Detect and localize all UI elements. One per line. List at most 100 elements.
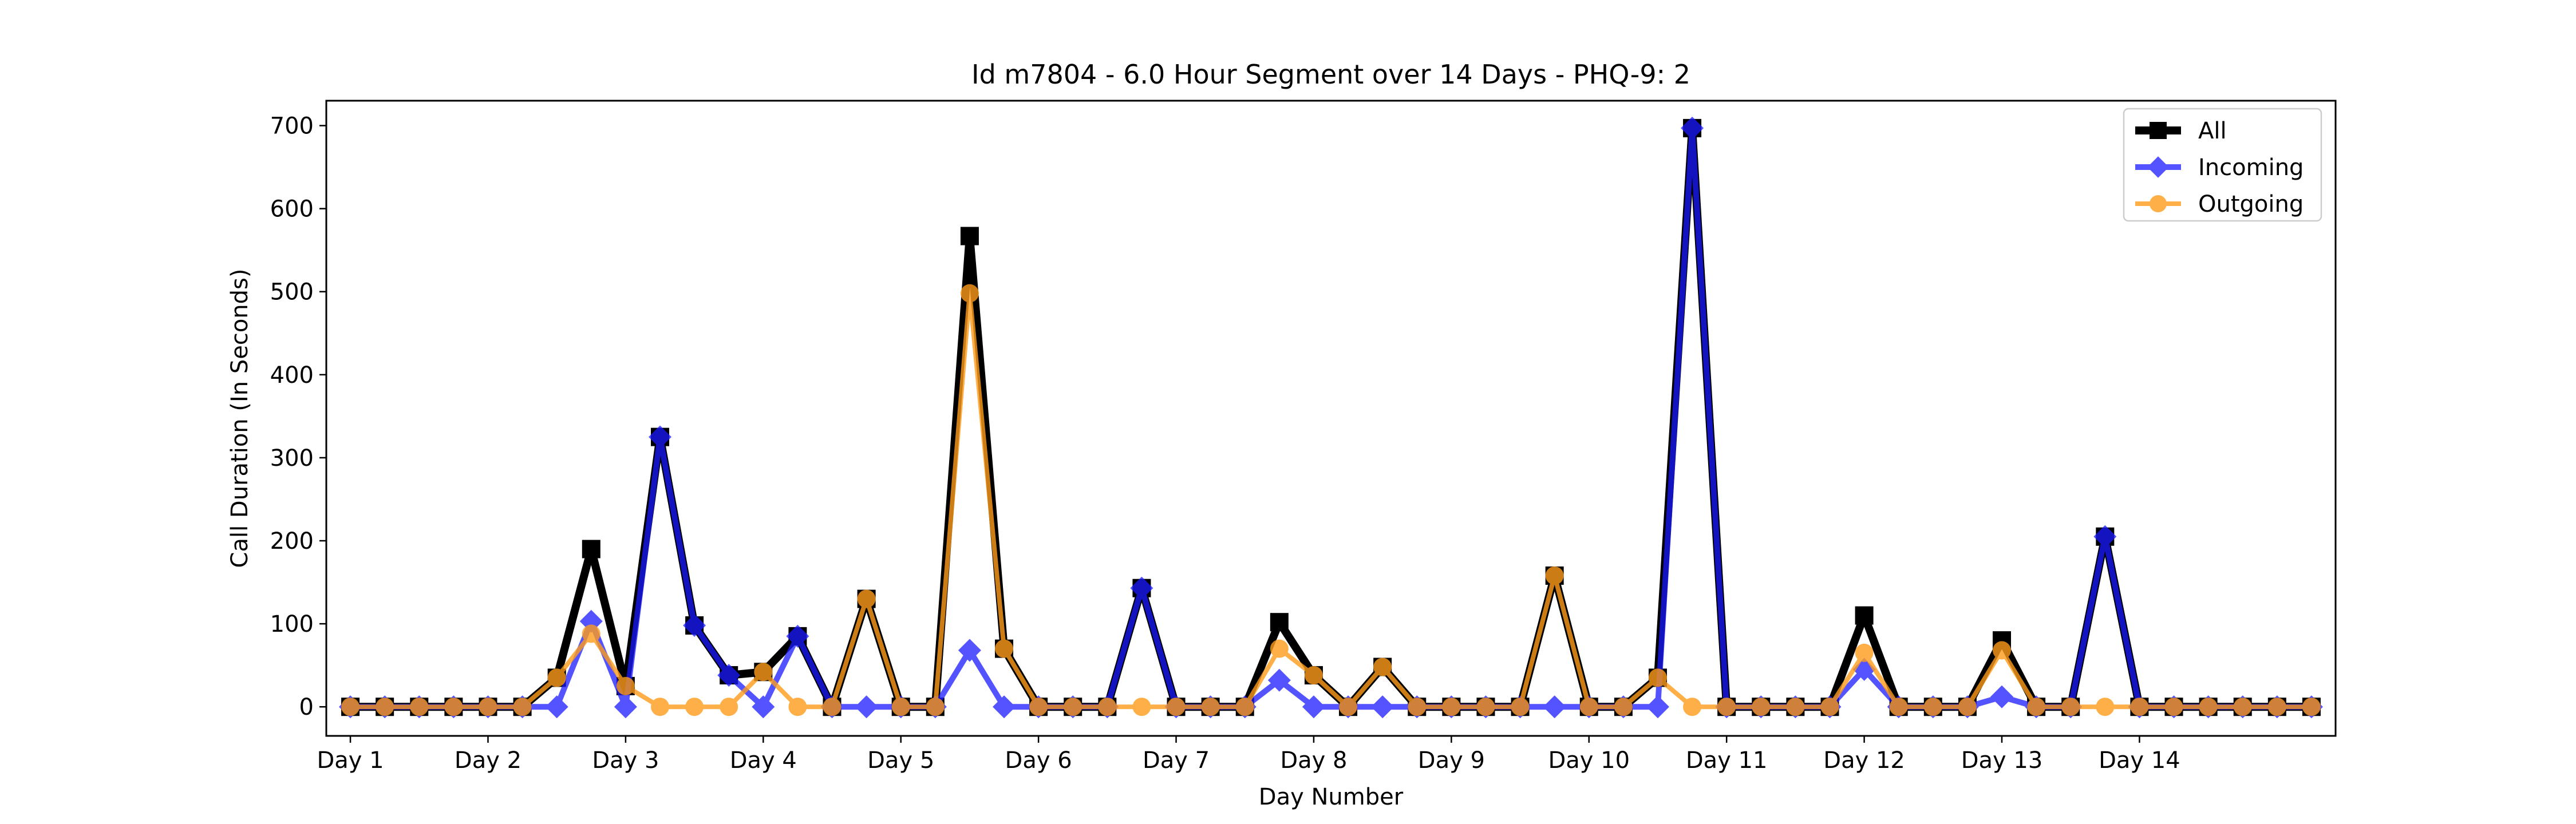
y-tick-label: 700: [270, 113, 314, 140]
outgoing-point: [1476, 698, 1495, 716]
x-tick-label: Day 7: [1143, 747, 1210, 774]
x-tick-label: Day 10: [1548, 747, 1630, 774]
outgoing-point: [2027, 698, 2046, 716]
outgoing-point: [926, 698, 945, 716]
y-tick-label: 600: [270, 196, 314, 223]
outgoing-point: [1029, 698, 1048, 716]
outgoing-point: [2150, 195, 2167, 212]
outgoing-point: [513, 698, 532, 716]
incoming-point: [648, 425, 671, 449]
y-axis-label: Call Duration (In Seconds): [227, 269, 253, 568]
outgoing-point: [2130, 698, 2149, 716]
outgoing-point: [2164, 698, 2183, 716]
outgoing-point: [444, 698, 463, 716]
outgoing-point: [616, 676, 635, 695]
incoming-point: [2093, 525, 2117, 548]
outgoing-point: [685, 698, 704, 716]
outgoing-point: [1855, 643, 1874, 662]
incoming-point: [993, 695, 1016, 719]
outgoing-point: [1442, 698, 1461, 716]
incoming-point: [752, 695, 775, 719]
x-tick-label: Day 12: [1823, 747, 1905, 774]
legend-entry: [2135, 122, 2181, 139]
x-tick-label: Day 14: [2099, 747, 2180, 774]
incoming-point: [1543, 695, 1566, 719]
outgoing-point: [1339, 698, 1358, 716]
outgoing-point: [1579, 698, 1598, 716]
x-tick-label: Day 4: [730, 747, 797, 774]
incoming-point: [786, 624, 809, 648]
outgoing-point: [754, 663, 773, 682]
all-point: [582, 540, 600, 558]
outgoing-series: [341, 284, 2321, 716]
axes: Day 1 Day 2 Day 3 Day 4 Day 5 Day 6 Day 7 Day 8…: [270, 113, 2180, 774]
outgoing-point: [1683, 698, 1702, 716]
outgoing-point: [1064, 698, 1082, 716]
outgoing-point: [1270, 639, 1289, 658]
legend-entry: [2135, 156, 2181, 178]
outgoing-point: [1304, 666, 1323, 685]
outgoing-point: [650, 698, 669, 716]
incoming-point: [855, 695, 878, 719]
outgoing-point: [2096, 698, 2115, 716]
outgoing-point: [1958, 698, 1977, 716]
incoming-point: [1267, 668, 1291, 692]
outgoing-point: [720, 698, 738, 716]
x-tick-label: Day 1: [317, 747, 384, 774]
incoming-point: [958, 639, 981, 662]
outgoing-line: [350, 291, 2312, 710]
outgoing-point: [1167, 698, 1186, 716]
outgoing-point: [376, 698, 394, 716]
outgoing-point: [1373, 657, 1392, 676]
incoming-point: [2147, 156, 2169, 178]
y-tick-label: 400: [270, 362, 314, 389]
outgoing-point: [1614, 698, 1633, 716]
incoming-point: [1646, 695, 1669, 719]
incoming-point: [1681, 116, 1704, 140]
outgoing-point: [823, 698, 841, 716]
outgoing-point: [857, 589, 876, 608]
all-line: [350, 124, 2312, 711]
outgoing-point: [1993, 641, 2012, 660]
incoming-point: [1990, 685, 2014, 708]
outgoing-point: [1923, 698, 1942, 716]
x-tick-label: Day 8: [1280, 747, 1347, 774]
legend-box: [2123, 108, 2322, 222]
outgoing-point: [2267, 698, 2286, 716]
chart-title: Id m7804 - 6.0 Hour Segment over 14 Days…: [971, 59, 1690, 90]
legend-entry: [2135, 195, 2181, 212]
outgoing-point: [547, 668, 566, 687]
outgoing-point: [479, 698, 497, 716]
outgoing-point: [1786, 698, 1805, 716]
x-tick-label: Day 9: [1418, 747, 1485, 774]
outgoing-point: [2061, 698, 2080, 716]
incoming-point: [1371, 695, 1394, 719]
legend-label: Outgoing: [2198, 191, 2304, 217]
series-layer: [339, 116, 2323, 719]
outgoing-point: [410, 698, 429, 716]
outgoing-point: [1752, 698, 1771, 716]
incoming-point: [1130, 576, 1153, 600]
outgoing-point: [2199, 698, 2218, 716]
incoming-point: [717, 664, 741, 687]
y-tick-label: 0: [299, 694, 314, 720]
outgoing-point: [1235, 698, 1254, 716]
outgoing-point: [1717, 698, 1736, 716]
outgoing-point: [788, 698, 807, 716]
outgoing-point: [1545, 566, 1564, 585]
x-tick-label: Day 13: [1961, 747, 2043, 774]
x-tick-label: Day 11: [1686, 747, 1768, 774]
legend: All Incoming Outgoing: [2123, 108, 2322, 222]
outgoing-point: [1098, 698, 1117, 716]
incoming-point: [614, 695, 637, 719]
x-tick-label: Day 3: [592, 747, 659, 774]
all-point: [2150, 122, 2167, 139]
x-tick-label: Day 6: [1005, 747, 1072, 774]
outgoing-point: [341, 698, 360, 716]
y-tick-label: 100: [270, 611, 314, 637]
outgoing-point: [1408, 698, 1427, 716]
outgoing-point: [582, 624, 600, 643]
incoming-line: [350, 125, 2312, 710]
outgoing-point: [1820, 698, 1839, 716]
